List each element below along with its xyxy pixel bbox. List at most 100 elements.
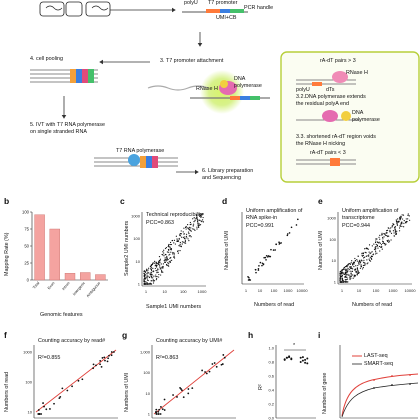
data-point: [194, 229, 196, 232]
data-point: [356, 272, 358, 274]
data-point: [398, 230, 401, 232]
data-point: [165, 263, 168, 266]
data-point: [153, 280, 156, 282]
data-point: [185, 233, 188, 235]
data-point: [187, 227, 189, 229]
data-point: [173, 239, 176, 241]
data-point: [187, 392, 190, 395]
data-point: [148, 267, 150, 269]
t7-attachment-construct: [147, 70, 270, 114]
step3-label: 3. T7 promoter attachment: [160, 58, 224, 64]
ytick-label: 1.0: [268, 346, 274, 351]
data-point: [185, 225, 187, 228]
data-point: [379, 238, 381, 240]
data-point: [158, 408, 161, 411]
data-point: [409, 374, 411, 376]
data-point: [164, 257, 166, 259]
data-point: [366, 247, 368, 249]
data-point: [361, 254, 363, 256]
data-point: [343, 273, 345, 275]
data-point: [368, 255, 370, 257]
data-point: [401, 218, 404, 220]
data-point: [189, 229, 192, 231]
data-point: [369, 252, 371, 255]
data-point: [170, 243, 173, 246]
data-point: [199, 215, 201, 217]
data-point: [387, 239, 389, 241]
data-point: [167, 258, 169, 261]
data-point: [394, 230, 396, 232]
panel-f-note1: Counting accuracy by read#: [38, 338, 106, 344]
data-point: [383, 236, 385, 238]
data-point: [352, 274, 354, 276]
panel-d-note3: PCC=0.991: [246, 223, 275, 229]
data-point: [263, 256, 265, 259]
data-point: [173, 257, 176, 259]
data-point: [177, 240, 180, 242]
ytick-label: 10: [332, 258, 337, 263]
data-point: [353, 262, 355, 264]
data-point: [388, 241, 390, 243]
data-point: [359, 267, 362, 269]
data-point: [354, 257, 356, 260]
data-point: [152, 277, 154, 279]
data-point: [381, 245, 383, 248]
data-point: [397, 221, 399, 223]
data-point: [184, 239, 187, 241]
data-point: [340, 270, 343, 272]
data-point: [396, 222, 398, 225]
data-point: [357, 271, 360, 273]
data-point: [257, 267, 260, 270]
data-point: [173, 242, 175, 244]
data-point: [196, 228, 198, 230]
data-point: [356, 271, 358, 273]
data-point: [261, 264, 263, 267]
data-point: [375, 243, 377, 246]
data-point: [154, 267, 156, 270]
data-point: [348, 266, 351, 268]
panel-d-letter: d: [222, 196, 228, 206]
data-point: [58, 397, 61, 400]
ytick-label: 0.4: [268, 388, 274, 393]
data-point: [158, 260, 160, 262]
data-point: [173, 255, 175, 258]
data-point: [189, 235, 191, 237]
data-point: [248, 276, 250, 279]
data-point: [169, 261, 172, 263]
data-point: [382, 236, 384, 239]
data-point: [175, 235, 177, 237]
data-point: [394, 226, 397, 228]
data-point: [345, 281, 347, 283]
side-rnaseh-construct: [296, 71, 356, 86]
data-point: [358, 262, 360, 264]
panel-d-xlabel: Numbers of read: [254, 302, 295, 308]
data-point: [403, 226, 405, 228]
data-point: [371, 251, 373, 253]
data-point: [201, 369, 204, 372]
data-point: [157, 268, 159, 270]
panel-e-note1: Uniform amplification of: [342, 208, 399, 214]
ytick-label: 1: [138, 282, 141, 287]
data-point: [299, 356, 302, 359]
data-point: [92, 367, 95, 370]
data-point: [247, 279, 250, 281]
data-point: [144, 281, 146, 283]
data-point: [363, 257, 365, 259]
data-point: [346, 268, 348, 270]
xtick-label: 10: [357, 288, 362, 293]
data-point: [200, 216, 202, 218]
data-point: [146, 272, 148, 275]
data-point: [375, 240, 377, 242]
data-point: [155, 408, 158, 411]
data-point: [95, 364, 97, 367]
data-point: [357, 255, 359, 257]
data-point: [155, 269, 157, 272]
data-point: [254, 268, 257, 271]
data-point: [187, 388, 190, 390]
data-point: [199, 219, 201, 222]
data-point: [154, 260, 156, 262]
data-point: [385, 243, 387, 245]
data-point: [165, 247, 167, 249]
data-point: [367, 247, 369, 250]
panel-g-note2: R²=0.863: [156, 355, 179, 361]
